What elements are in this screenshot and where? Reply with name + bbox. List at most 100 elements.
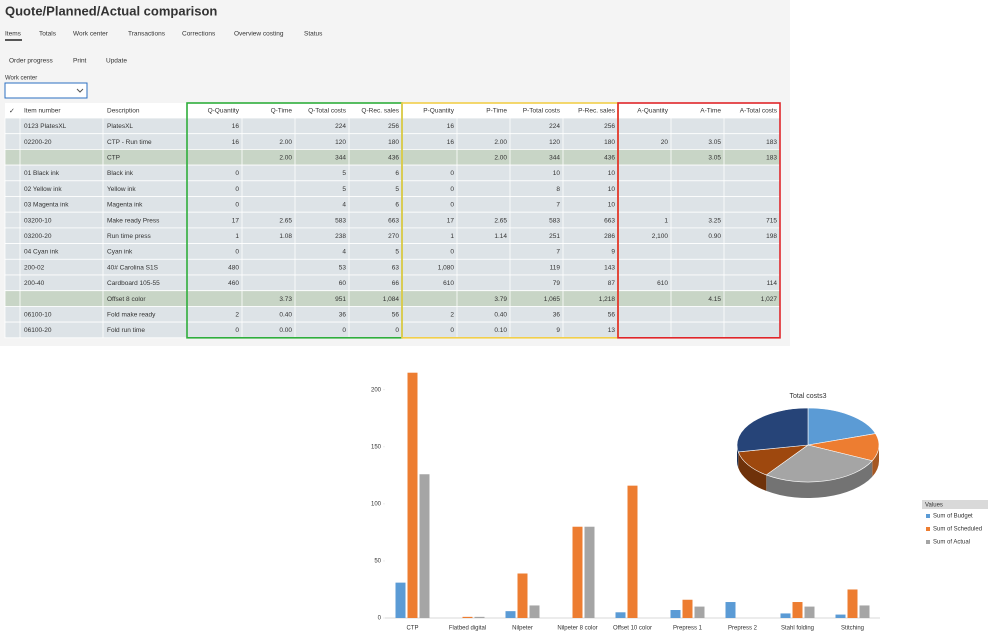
table-cell: 2.00 — [279, 139, 292, 146]
table-cell: 7 — [556, 249, 560, 256]
table-cell: 460 — [228, 280, 239, 287]
action-button[interactable]: Order progress — [9, 58, 53, 65]
table-cell: 183 — [766, 154, 777, 161]
column-header: Item number — [24, 108, 61, 115]
table-cell: 480 — [228, 264, 239, 271]
table-cell: 3.79 — [494, 296, 507, 303]
column-header: Q-Total costs — [308, 108, 347, 115]
table-cell: 715 — [766, 217, 777, 224]
bar — [804, 606, 815, 618]
table-cell: 16 — [447, 123, 455, 130]
table-cell: 2.00 — [494, 139, 507, 146]
bar — [462, 616, 473, 618]
bar — [474, 616, 485, 618]
table-cell: 1,065 — [544, 296, 561, 303]
tab[interactable]: Totals — [39, 31, 57, 38]
bar-chart: 0 50 100 150 200 CTP Flatbed digital Nilpeter Ni… — [371, 372, 988, 632]
table-cell: 0123 PlatesXL — [24, 123, 67, 130]
table-cell: 63 — [392, 264, 400, 271]
table-cell: 3.25 — [708, 217, 721, 224]
table-cell: 1 — [235, 233, 239, 240]
bar — [792, 602, 803, 618]
table-cell: 9 — [556, 327, 560, 334]
table-cell: 7 — [556, 202, 560, 209]
table-cell: 1,080 — [438, 264, 455, 271]
table-cell: 6 — [395, 202, 399, 209]
dropdown-arrow — [76, 88, 84, 93]
table-cell: 663 — [388, 217, 399, 224]
table-cell: CTP - Run time — [107, 139, 152, 146]
tab[interactable]: Corrections — [182, 31, 216, 38]
table-cell: 79 — [553, 280, 561, 287]
table-cell: 56 — [392, 311, 400, 318]
tab[interactable]: Transactions — [128, 31, 166, 38]
legend-label: Sum of Actual — [933, 540, 970, 546]
column-header: P-Total costs — [523, 108, 561, 115]
legend-swatch — [926, 527, 930, 531]
table-cell: 1,027 — [761, 296, 778, 303]
action-button[interactable]: Print — [73, 58, 87, 65]
table-cell: 16 — [447, 139, 455, 146]
table-cell: 180 — [388, 139, 399, 146]
table-cell: 238 — [335, 233, 346, 240]
bar — [859, 605, 870, 618]
column-group-frame — [617, 102, 781, 339]
table-cell: 256 — [388, 123, 399, 130]
table-cell: 344 — [549, 154, 560, 161]
table-cell: 36 — [553, 311, 561, 318]
tab[interactable]: Overview costing — [234, 31, 284, 38]
pie-chart: Total costs3 — [736, 393, 880, 498]
table-cell: 20 — [661, 139, 669, 146]
table-cell: 1.14 — [494, 233, 507, 240]
table-cell: 1 — [664, 217, 668, 224]
tab[interactable]: Status — [304, 31, 323, 38]
x-tick-label: Stitching — [841, 626, 864, 632]
table-cell: 1,084 — [383, 296, 400, 303]
table-cell: 10 — [553, 170, 561, 177]
table: ✓ Item number Description Q-Quantity Q-Time Q… — [4, 102, 781, 339]
table-cell: 0 — [450, 186, 454, 193]
table-cell: 06100-10 — [24, 311, 52, 318]
pie-side — [766, 460, 873, 498]
table-cell: 120 — [335, 139, 346, 146]
table-cell: Make ready Press — [107, 217, 160, 224]
table-cell: 256 — [604, 123, 615, 130]
x-tick-label: Stahl folding — [781, 626, 814, 632]
table-cell: 0 — [235, 170, 239, 177]
table-cell: 951 — [335, 296, 346, 303]
table-cell: 286 — [604, 233, 615, 240]
table-cell: 03200-20 — [24, 233, 52, 240]
legend-header-bg — [922, 500, 988, 509]
tab[interactable]: Work center — [73, 31, 109, 38]
table-cell: 4 — [342, 249, 346, 256]
column-header: Q-Quantity — [208, 108, 240, 115]
pie-slice — [736, 407, 809, 453]
pie-side — [738, 451, 767, 491]
table-cell: 610 — [657, 280, 668, 287]
table-cell: PlatesXL — [107, 123, 133, 130]
table-cell: 200-40 — [24, 280, 45, 287]
legend-label: Sum of Scheduled — [933, 527, 982, 533]
y-tick-label: 150 — [371, 444, 382, 450]
table-cell: 60 — [339, 280, 347, 287]
table-cell: 16 — [232, 139, 240, 146]
y-tick-label: 100 — [371, 501, 382, 507]
table-cell: Magenta ink — [107, 202, 143, 209]
table-cell: 0 — [342, 327, 346, 334]
dropdown[interactable] — [4, 82, 88, 99]
table-cell: 2 — [450, 311, 454, 318]
table-cell: 2.00 — [279, 154, 292, 161]
table-cell: 119 — [550, 264, 561, 271]
action-button[interactable]: Update — [106, 58, 127, 65]
pie-title: Total costs3 — [790, 393, 827, 400]
tab[interactable]: Items — [5, 31, 22, 38]
table-cell: 02200-20 — [24, 139, 52, 146]
table-cell: Offset 8 color — [107, 296, 146, 303]
table-cell: 120 — [549, 139, 560, 146]
bar — [419, 474, 430, 618]
table-cell: 40# Carolina S1S — [107, 264, 159, 271]
bar — [615, 612, 626, 618]
x-tick-label: Nilpeter 8 color — [557, 626, 597, 632]
bar — [694, 606, 705, 618]
bar — [407, 372, 418, 618]
